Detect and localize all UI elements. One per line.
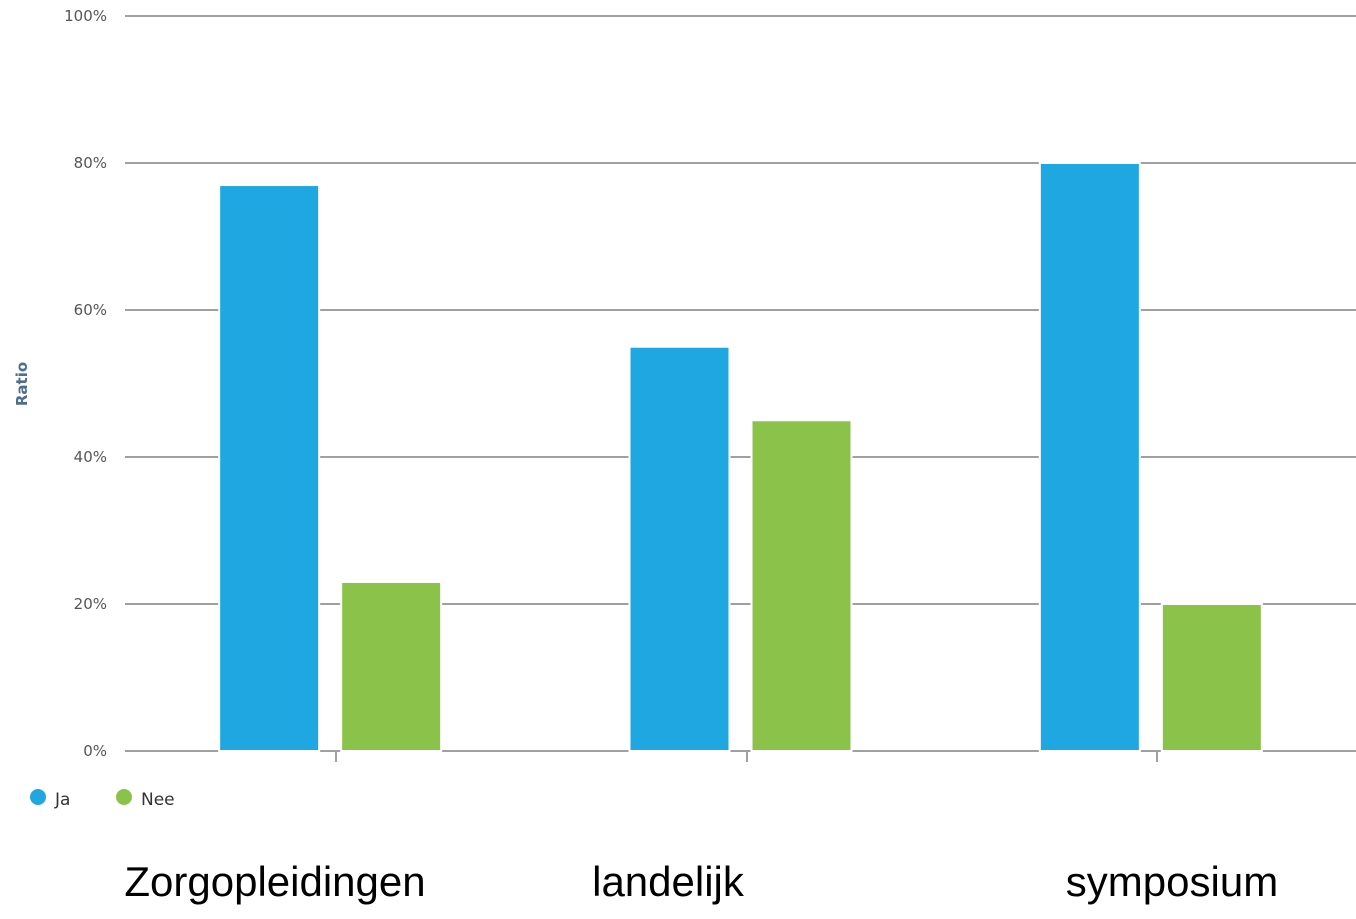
bar-nee-1[interactable] bbox=[341, 582, 441, 751]
y-tick-label: 40% bbox=[74, 448, 107, 466]
bar-ja-1[interactable] bbox=[219, 185, 319, 751]
category-label: landelijk bbox=[592, 858, 745, 905]
y-axis-ticks: 0% 20% 40% 60% 80% 100% bbox=[64, 7, 107, 760]
y-axis-label: Ratio bbox=[13, 362, 31, 406]
legend: Ja Nee bbox=[30, 789, 175, 810]
category-label: Zorgopleidingen bbox=[124, 858, 425, 905]
bar-nee-2[interactable] bbox=[752, 420, 852, 751]
category-labels: Zorgopleidingen landelijk symposium bbox=[124, 858, 1278, 905]
legend-label-ja[interactable]: Ja bbox=[54, 790, 70, 810]
y-tick-label: 100% bbox=[64, 7, 107, 25]
legend-marker-nee bbox=[116, 789, 132, 805]
y-tick-label: 60% bbox=[74, 301, 107, 319]
y-tick-label: 80% bbox=[74, 154, 107, 172]
category-label: symposium bbox=[1066, 858, 1278, 905]
bar-nee-3[interactable] bbox=[1162, 604, 1262, 751]
legend-marker-ja bbox=[30, 789, 46, 805]
bar-ja-3[interactable] bbox=[1040, 163, 1140, 751]
y-tick-label: 0% bbox=[83, 742, 107, 760]
legend-label-nee[interactable]: Nee bbox=[141, 790, 175, 810]
y-tick-label: 20% bbox=[74, 595, 107, 613]
x-axis bbox=[336, 751, 1157, 762]
bar-ja-2[interactable] bbox=[630, 347, 730, 751]
